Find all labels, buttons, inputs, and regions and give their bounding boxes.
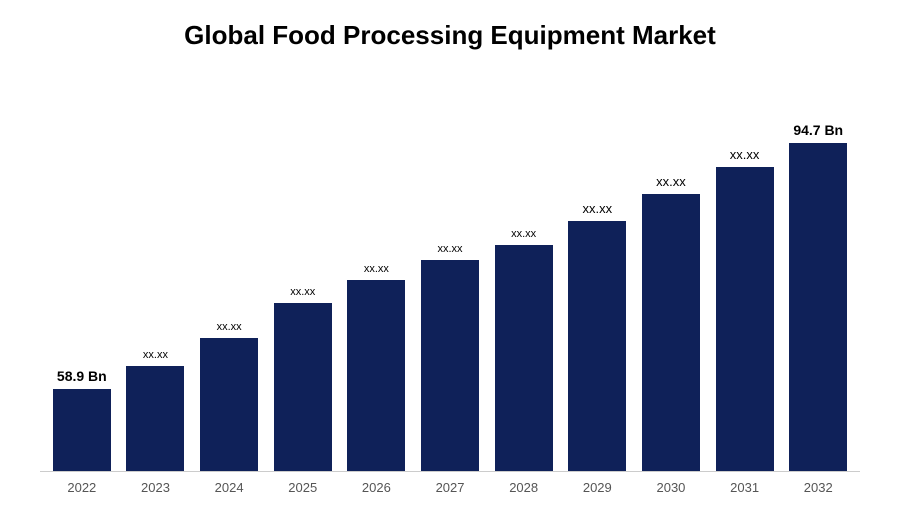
bar-value-label: xx.xx	[511, 228, 536, 240]
bar-value-label: xx.xx	[437, 243, 462, 255]
bar	[347, 280, 405, 471]
bar-value-label: xx.xx	[582, 201, 612, 216]
x-axis-label: 2030	[634, 480, 708, 495]
bar-group: xx.xx	[487, 81, 561, 471]
x-axis-label: 2032	[781, 480, 855, 495]
bars-region: 58.9 Bn xx.xx xx.xx xx.xx xx.xx xx.xx	[40, 81, 860, 472]
bar	[126, 366, 184, 471]
bar-value-label: xx.xx	[143, 349, 168, 361]
bar-group: xx.xx	[266, 81, 340, 471]
x-axis-label: 2023	[119, 480, 193, 495]
bar-group: 58.9 Bn	[45, 81, 119, 471]
bar-group: xx.xx	[708, 81, 782, 471]
bar-group: xx.xx	[340, 81, 414, 471]
bar-value-label: xx.xx	[290, 286, 315, 298]
bar-group: xx.xx	[192, 81, 266, 471]
bar-value-label: xx.xx	[656, 174, 686, 189]
bar-value-label: xx.xx	[730, 147, 760, 162]
bar-group: xx.xx	[119, 81, 193, 471]
x-axis-label: 2031	[708, 480, 782, 495]
bar-group: xx.xx	[634, 81, 708, 471]
bar-value-label: xx.xx	[364, 263, 389, 275]
bar	[789, 143, 847, 471]
bar	[421, 260, 479, 471]
bar-group: xx.xx	[560, 81, 634, 471]
x-axis-label: 2026	[340, 480, 414, 495]
bar	[274, 303, 332, 471]
bar-value-label: xx.xx	[217, 321, 242, 333]
bar-value-label: 58.9 Bn	[57, 368, 107, 384]
x-axis-label: 2024	[192, 480, 266, 495]
x-axis: 2022 2023 2024 2025 2026 2027 2028 2029 …	[40, 472, 860, 495]
bar-group: 94.7 Bn	[781, 81, 855, 471]
chart-area: 58.9 Bn xx.xx xx.xx xx.xx xx.xx xx.xx	[40, 81, 860, 495]
x-axis-label: 2022	[45, 480, 119, 495]
bar	[495, 245, 553, 471]
x-axis-label: 2027	[413, 480, 487, 495]
bar	[568, 221, 626, 471]
x-axis-label: 2025	[266, 480, 340, 495]
x-axis-label: 2028	[487, 480, 561, 495]
bar	[200, 338, 258, 471]
bar	[716, 167, 774, 471]
bar-group: xx.xx	[413, 81, 487, 471]
bar	[642, 194, 700, 471]
bar	[53, 389, 111, 471]
bar-value-label: 94.7 Bn	[793, 122, 843, 138]
x-axis-label: 2029	[560, 480, 634, 495]
chart-container: Global Food Processing Equipment Market …	[0, 0, 900, 525]
chart-title: Global Food Processing Equipment Market	[40, 20, 860, 51]
